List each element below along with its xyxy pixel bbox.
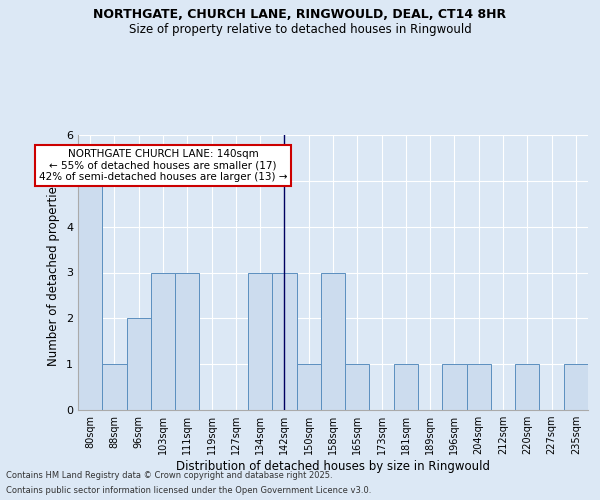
Bar (102, 364, 127, 410)
Bar (296, 364, 321, 410)
X-axis label: Distribution of detached houses by size in Ringwould: Distribution of detached houses by size … (176, 460, 490, 473)
Bar (564, 364, 588, 410)
Text: NORTHGATE, CHURCH LANE, RINGWOULD, DEAL, CT14 8HR: NORTHGATE, CHURCH LANE, RINGWOULD, DEAL,… (94, 8, 506, 20)
Bar (394, 364, 418, 410)
Bar (127, 318, 151, 410)
Bar (442, 364, 467, 410)
Text: Contains HM Land Registry data © Crown copyright and database right 2025.: Contains HM Land Registry data © Crown c… (6, 471, 332, 480)
Bar (515, 364, 539, 410)
Bar (467, 364, 491, 410)
Y-axis label: Number of detached properties: Number of detached properties (47, 180, 61, 366)
Bar (321, 272, 345, 410)
Bar (248, 272, 272, 410)
Text: Size of property relative to detached houses in Ringwould: Size of property relative to detached ho… (128, 22, 472, 36)
Bar (151, 272, 175, 410)
Bar (78, 181, 102, 410)
Bar (175, 272, 199, 410)
Bar (345, 364, 370, 410)
Text: Contains public sector information licensed under the Open Government Licence v3: Contains public sector information licen… (6, 486, 371, 495)
Text: NORTHGATE CHURCH LANE: 140sqm
← 55% of detached houses are smaller (17)
42% of s: NORTHGATE CHURCH LANE: 140sqm ← 55% of d… (39, 149, 287, 182)
Bar (272, 272, 296, 410)
